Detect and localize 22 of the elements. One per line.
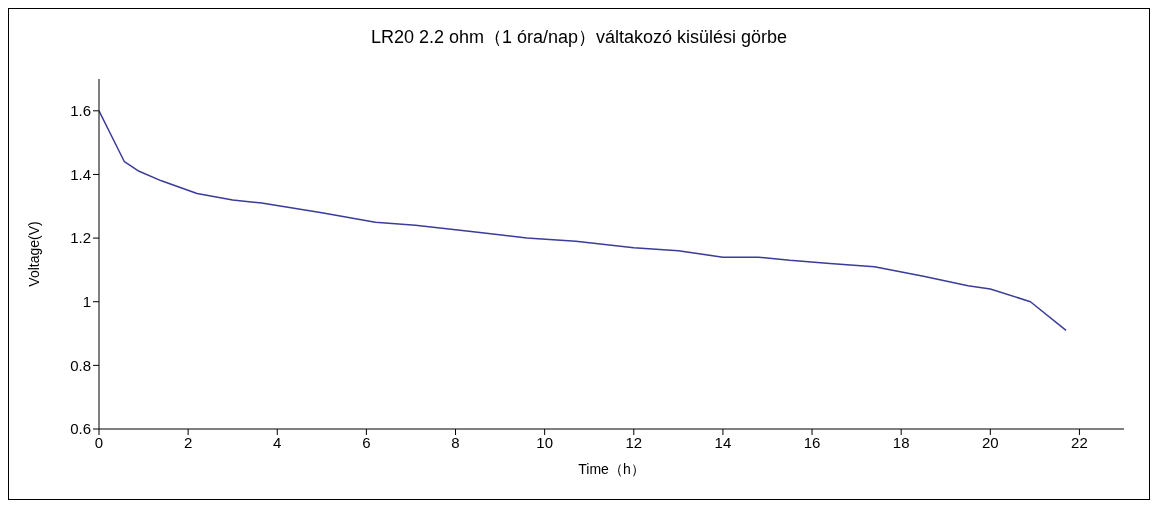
y-tick-label: 0.8: [70, 356, 91, 374]
chart-title: LR20 2.2 ohm（1 óra/nap）váltakozó kisülési görbe: [369, 26, 789, 49]
x-tick-label: 2: [183, 433, 193, 451]
y-tick-label: 0.6: [70, 420, 91, 438]
x-tick-label: 4: [273, 433, 282, 451]
x-tick-label: 12: [625, 433, 643, 451]
x-axis-title: Time（h）: [578, 461, 645, 477]
x-tick-label: 6: [362, 433, 371, 451]
x-tick-label: 10: [536, 433, 553, 451]
y-axis-title: Voltage(V): [25, 221, 42, 287]
x-tick-label: 0: [94, 433, 104, 451]
y-tick-label: 1.2: [70, 229, 91, 247]
line-series: [99, 110, 1067, 332]
x-tick-label: 22: [1071, 433, 1088, 451]
x-tick-label: 8: [451, 433, 460, 451]
y-tick-label: 1.4: [70, 165, 91, 183]
x-tick-label: 16: [803, 433, 821, 451]
y-tick-label: 1.6: [70, 102, 91, 120]
y-tick-label: 1: [82, 293, 91, 311]
x-tick-label: 18: [892, 433, 910, 451]
x-tick-label: 14: [714, 433, 732, 451]
x-tick-label: 20: [981, 433, 999, 451]
